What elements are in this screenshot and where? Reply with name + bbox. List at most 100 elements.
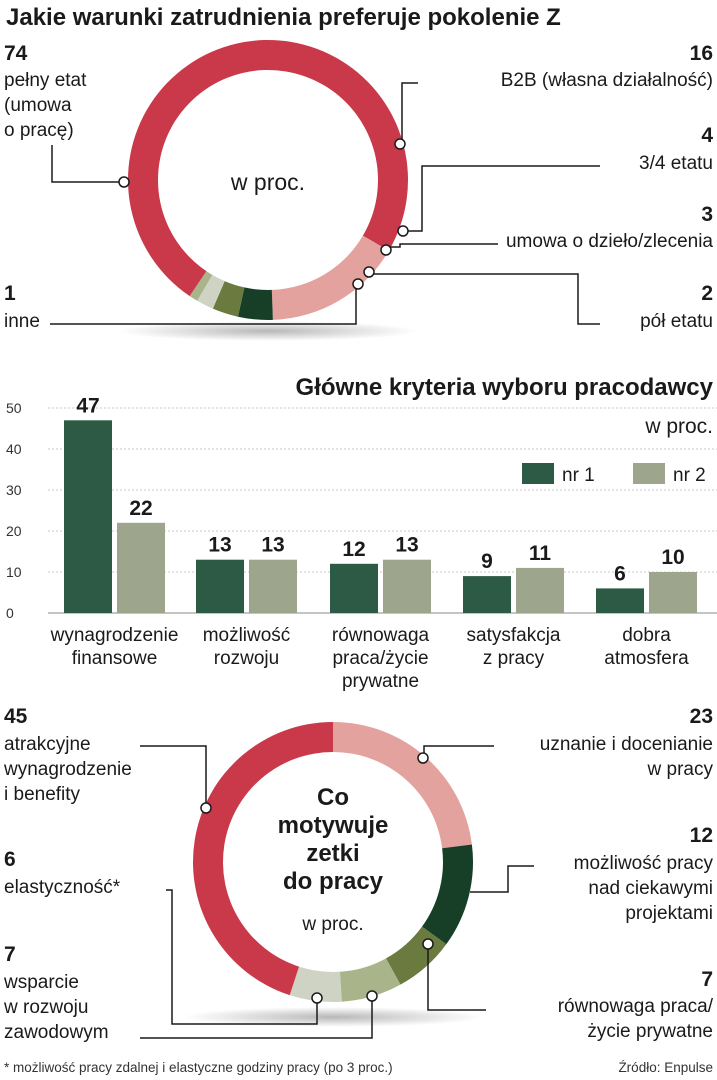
legend-swatch-1 (633, 463, 665, 484)
chart3-center-title-line: Co (317, 784, 349, 811)
bar-value-label: 13 (261, 534, 284, 557)
callout-half-time-value: 2 (701, 282, 713, 305)
slice-interesting-projects (421, 844, 473, 945)
callout-projects-label: nad ciekawymi (588, 878, 713, 899)
marker-full-time (118, 176, 130, 188)
y-tick-label: 50 (6, 400, 22, 416)
bar-0-series-1 (117, 522, 165, 613)
callout-flexibility-label: elastyczność* (4, 877, 121, 898)
bar-value-label: 22 (129, 497, 152, 520)
leader-flexibility (166, 889, 318, 1025)
footnote: * możliwość pracy zdalnej i elastyczne g… (4, 1060, 393, 1075)
callout-recognition-value: 23 (690, 705, 713, 728)
callout-full-time-label: (umowa (4, 95, 72, 116)
leader-other (50, 284, 357, 325)
y-tick-label: 0 (6, 605, 14, 621)
bar-1-series-1 (249, 559, 297, 613)
marker-three-quarter (397, 225, 409, 237)
leader-full-time (51, 145, 124, 183)
bar-value-label: 9 (481, 550, 493, 573)
bar-3-series-0 (463, 576, 511, 613)
slice-other (189, 271, 213, 301)
callout-projects-label: projektami (625, 903, 713, 924)
source: Źródło: Enpulse (618, 1060, 713, 1075)
bar-value-label: 13 (208, 534, 231, 557)
callout-balance-value: 7 (701, 968, 713, 991)
chart3-center-label: w proc. (301, 914, 363, 935)
slice-three-quarter (237, 287, 273, 320)
leader-three-quarter (408, 165, 600, 232)
callout-half-time-label: pół etatu (640, 311, 713, 332)
callout-salary-value: 45 (4, 705, 28, 728)
chart3-center-title-line: do pracy (283, 868, 384, 895)
bar-3-series-1 (516, 567, 564, 613)
marker-development (366, 990, 378, 1002)
callout-b2b-value: 16 (690, 42, 713, 65)
category-label: możliwość (203, 625, 291, 646)
category-label: rozwoju (214, 648, 279, 669)
callout-development-value: 7 (4, 943, 16, 966)
slice-salary (193, 722, 333, 996)
slice-flexibility (289, 966, 342, 1002)
bar-value-label: 6 (614, 562, 626, 585)
chart3-center-title-line: motywuje (278, 812, 389, 839)
marker-recognition (417, 752, 429, 764)
callout-balance-label: życie prywatne (587, 1021, 713, 1042)
callout-development-label: zawodowym (4, 1022, 109, 1043)
marker-half-time (363, 266, 375, 278)
category-label: prywatne (342, 671, 419, 692)
bar-2-series-0 (330, 563, 378, 613)
bar-2-series-1 (383, 559, 431, 613)
bar-0-series-0 (64, 420, 112, 613)
leader-contract (390, 243, 498, 248)
category-label: satysfakcja (467, 625, 561, 646)
bar-value-label: 47 (76, 394, 99, 417)
chart3-donut (193, 722, 473, 1002)
leader-projects (470, 865, 534, 893)
marker-flexibility (311, 992, 323, 1004)
leader-recognition (423, 745, 494, 758)
chart2-title: Główne kryteria wyboru pracodawcy (296, 374, 714, 401)
y-tick-label: 20 (6, 523, 22, 539)
callout-salary-label: atrakcyjne (4, 734, 91, 755)
callout-salary-label: wynagrodzenie (3, 759, 132, 780)
leader-half-time (372, 273, 600, 325)
callout-development-label: wsparcie (3, 972, 79, 993)
slice-development (339, 958, 401, 1002)
leader-salary (140, 745, 207, 806)
slice-contract (212, 281, 245, 317)
category-label: z pracy (483, 648, 545, 669)
leader-balance (427, 946, 486, 1011)
bar-value-label: 12 (342, 538, 365, 561)
y-tick-label: 40 (6, 441, 22, 457)
chart1-title: Jakie warunki zatrudnienia preferuje pok… (6, 4, 561, 31)
callout-contract-label: umowa o dzieło/zlecenia (506, 231, 713, 252)
chart1-center-label: w proc. (230, 169, 305, 195)
callout-other-label: inne (4, 311, 40, 332)
slice-b2b (271, 235, 389, 320)
callout-full-time-label: pełny etat (4, 70, 87, 91)
callout-b2b-label: B2B (własna działalność) (501, 70, 713, 91)
callout-recognition-label: w pracy (647, 759, 714, 780)
chart2-subtitle: w proc. (644, 415, 713, 438)
chart2-legend: nr 1 nr 2 (522, 463, 706, 486)
callout-flexibility-value: 6 (4, 848, 16, 871)
marker-salary (200, 802, 212, 814)
category-label: wynagrodzenie (50, 625, 179, 646)
category-label: atmosfera (604, 648, 689, 669)
legend-label: nr 2 (673, 465, 706, 486)
callout-recognition-label: uznanie i docenianie (540, 734, 713, 755)
legend-swatch-0 (522, 463, 554, 484)
callout-three-quarter-label: 3/4 etatu (639, 153, 713, 174)
chart1-donut (128, 39, 409, 320)
category-label: finansowe (72, 648, 158, 669)
callout-salary-label: i benefity (4, 784, 81, 805)
callout-balance-label: równowaga praca/ (558, 996, 714, 1017)
callout-full-time-label: o pracę) (4, 120, 74, 141)
bar-1-series-0 (196, 559, 244, 613)
legend-label: nr 1 (562, 465, 595, 486)
callout-projects-value: 12 (690, 824, 713, 847)
